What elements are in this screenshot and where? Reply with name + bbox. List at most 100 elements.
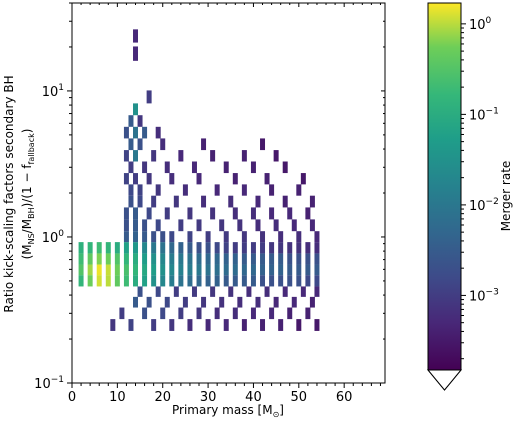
heatmap-cell — [142, 161, 148, 174]
heatmap-cell — [260, 138, 266, 151]
heatmap-cell — [110, 319, 116, 331]
heatmap-cell — [291, 219, 297, 232]
heatmap-cell — [196, 275, 202, 287]
heatmap-cell — [305, 275, 311, 287]
heatmap-cell — [123, 275, 129, 287]
heatmap-cell — [187, 231, 193, 243]
heatmap-cell — [250, 253, 256, 265]
heatmap-cell — [105, 253, 111, 265]
heatmap-cell — [96, 242, 102, 254]
heatmap-cell — [250, 264, 256, 276]
heatmap-cell — [137, 138, 143, 151]
heatmap-cell — [133, 207, 139, 220]
heatmap-cell — [87, 253, 93, 265]
heatmap-cell — [128, 161, 134, 174]
heatmap-cell — [142, 264, 148, 276]
heatmap-cell — [128, 138, 134, 151]
heatmap-cell — [214, 264, 220, 276]
heatmap-cell — [123, 253, 129, 265]
y-axis-label: Ratio kick-scaling factors secondary BH … — [2, 75, 36, 312]
heatmap-cell — [128, 115, 134, 127]
axis-ticks: 0 10 20 30 40 50 60 10−1 100 101 — [34, 2, 385, 405]
heatmap-cell — [169, 264, 175, 276]
y-tick-label: 100 — [42, 229, 65, 246]
heatmap-cell — [309, 219, 315, 232]
heatmap-cell — [273, 219, 279, 232]
heatmap-cell — [296, 319, 302, 331]
heatmap-cell — [269, 275, 275, 287]
heatmap-cell — [287, 253, 293, 265]
heatmap-cell — [241, 242, 247, 254]
heatmap-cell — [151, 264, 157, 276]
heatmap-cell — [196, 173, 202, 185]
heatmap-cell — [133, 264, 139, 276]
heatmap-cell — [133, 219, 139, 232]
heatmap-cell — [305, 307, 311, 320]
heatmap-cell — [269, 253, 275, 265]
heatmap-cell — [173, 286, 179, 297]
heatmap-cell — [260, 242, 266, 254]
heatmap-cell — [128, 195, 134, 208]
heatmap-cell — [241, 150, 247, 162]
heatmap-cell — [264, 173, 270, 185]
heatmap-cell — [223, 253, 229, 265]
heatmap-cell — [142, 275, 148, 287]
heatmap-cell — [260, 253, 266, 265]
heatmap-cell — [169, 253, 175, 265]
heatmap-cell — [250, 242, 256, 254]
heatmap-cell — [137, 115, 143, 127]
heatmap-cell — [142, 231, 148, 243]
heatmap-cell — [269, 207, 275, 220]
heatmap-cell — [128, 184, 134, 196]
heatmap-cell — [133, 29, 139, 43]
heatmap-cell — [305, 207, 311, 220]
heatmap-cell — [260, 264, 266, 276]
heatmap-cell — [114, 275, 120, 287]
colorbar-extend-triangle — [426, 369, 463, 391]
heatmap-cell — [187, 319, 193, 331]
heatmap-cell — [182, 296, 188, 308]
heatmap-cell — [205, 242, 211, 254]
heatmap-cell — [105, 275, 111, 287]
heatmap-cell — [241, 253, 247, 265]
heatmap-cell — [282, 195, 288, 208]
heatmap-cell — [309, 296, 315, 308]
colorbar: 10−3 10−2 10−1 100 Merger rate — [426, 2, 513, 391]
heatmap-cell — [78, 242, 84, 254]
heatmap-cell — [191, 286, 197, 297]
heatmap-cell — [133, 150, 139, 162]
heatmap-cell — [123, 242, 129, 254]
heatmap-cell — [169, 242, 175, 254]
heatmap-cell — [178, 253, 184, 265]
heatmap-cell — [296, 242, 302, 254]
heatmap-cell — [114, 264, 120, 276]
heatmap-cell — [260, 275, 266, 287]
heatmap-cell — [309, 195, 315, 208]
heatmap-cell — [232, 264, 238, 276]
heatmap-cell — [296, 275, 302, 287]
heatmap-cell — [314, 242, 320, 254]
heatmap-cell — [205, 275, 211, 287]
heatmap-cell — [160, 275, 166, 287]
svg-text:Primary mass [M⊙]: Primary mass [M⊙] — [172, 403, 284, 419]
heatmap-cell — [269, 307, 275, 320]
heatmap-cell — [241, 319, 247, 331]
heatmap-cell — [223, 242, 229, 254]
heatmap-cell — [151, 231, 157, 243]
colorbar-tick-label: 10−3 — [469, 287, 499, 304]
heatmap-cell — [137, 195, 143, 208]
heatmap-cell — [214, 242, 220, 254]
heatmap-cell — [137, 286, 143, 297]
colorbar-tick-label: 100 — [469, 16, 492, 33]
heatmap-cell — [287, 242, 293, 254]
heatmap-cell — [123, 207, 129, 220]
y-tick-label: 10−1 — [34, 375, 64, 392]
heatmap-cell — [232, 207, 238, 220]
heatmap-cell — [178, 219, 184, 232]
heatmap-cell — [169, 275, 175, 287]
heatmap-cell — [114, 242, 120, 254]
heatmap-cell — [142, 219, 148, 232]
heatmap-cell — [314, 253, 320, 265]
heatmap-cell — [214, 184, 220, 196]
heatmap-cell — [137, 184, 143, 196]
